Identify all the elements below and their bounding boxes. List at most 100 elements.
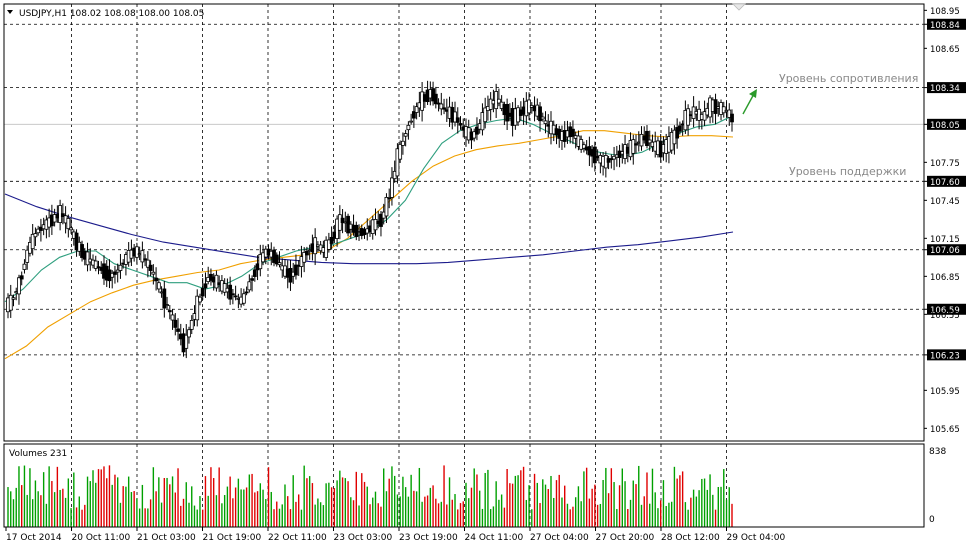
price-tick-label: 106.59 [930,306,960,316]
candle-body [244,291,249,294]
candle-body [730,113,734,123]
price-tick-label: 108.95 [930,7,960,17]
candle-body [390,177,394,198]
candle-body [154,277,158,282]
price-axis[interactable]: 108.95 108.84 108.65 108.34 108.05 107.75 107.… [924,7,966,435]
ma-slow-line [4,193,734,265]
candle-body [488,98,493,110]
candle-body [483,107,488,123]
price-tick-label: 107.45 [930,197,960,207]
candle-body [379,213,383,227]
candle-body [233,295,238,298]
volume-max-label: 838 [929,447,946,457]
price-pane-frame [3,3,925,442]
candle-body [66,218,71,230]
candle-body [634,143,638,146]
candle-body [612,155,616,160]
candle-body [326,239,331,250]
price-level-badge [927,118,966,130]
volume-min-label: 0 [929,515,935,525]
candle-body [151,271,156,275]
price-grid [71,4,727,527]
time-tick-label: 22 Oct 11:00 [268,533,327,543]
candle-body [401,140,405,146]
candle-body [33,233,38,238]
time-tick-label: 21 Oct 19:00 [203,533,262,543]
price-tick-label: 108.05 [930,121,960,131]
candle-body [414,106,419,113]
candle-body [294,264,298,276]
candle-body [409,120,414,123]
price-tick-label: 107.75 [930,159,960,169]
candle-body [305,250,309,256]
candle-body [721,106,726,114]
candle-body [442,107,446,110]
candle-body [686,108,691,126]
candle-body [148,264,153,271]
candle-body [329,236,334,244]
candlesticks [6,80,734,359]
candle-body [189,320,194,330]
candle-body [115,269,120,273]
candle-body [214,274,219,289]
candle-body [277,262,282,266]
candle-body [475,126,479,135]
candle-body [173,319,178,328]
price-levels [4,23,924,356]
candle-body [110,272,115,278]
candle-body [645,130,649,147]
candle-body [230,293,235,296]
candle-body [17,277,21,295]
candle-body [433,93,438,105]
time-tick-label: 27 Oct 20:00 [596,533,655,543]
candle-body [8,294,13,311]
price-level-badge [927,175,966,187]
candle-body [472,131,477,139]
candle-body [22,263,27,270]
candle-body [675,127,680,139]
up-arrow-icon [742,89,757,115]
candle-body [140,250,145,263]
candle-body [85,251,90,266]
candle-body [395,148,400,177]
candle-body [252,269,257,277]
time-axis[interactable]: 17 Oct 2014 20 Oct 11:00 21 Oct 03:00 21 Oc… [5,527,785,543]
candle-body [592,146,597,164]
candle-body [176,328,180,332]
price-tick-label: 107.06 [930,246,960,256]
time-tick-label: 28 Oct 12:00 [661,533,720,543]
candle-body [228,284,233,300]
candle-body [143,258,148,261]
volume-bars [7,465,733,527]
chevron-down-icon[interactable] [7,10,13,14]
chart-header: USDJPY,H1 108.02 108.08 108.00 108.05 [7,9,204,19]
candle-body [162,288,167,309]
candle-body [30,233,35,250]
price-tick-label: 108.65 [930,45,960,55]
candle-body [384,196,389,217]
time-tick-label: 27 Oct 04:00 [530,533,589,543]
symbol-line: USDJPY,H1 108.02 108.08 108.00 108.05 [19,9,204,19]
price-tick-label: 107.60 [930,178,960,188]
candle-body [387,197,392,200]
candle-body [538,106,542,122]
candle-body [118,264,123,271]
time-tick-label: 23 Oct 03:00 [334,533,393,543]
candle-body [19,275,24,280]
candle-body [453,111,457,123]
candle-body [203,283,208,289]
time-tick-label: 17 Oct 2014 [6,533,62,543]
volume-indicator-label: Volumes 231 [9,449,67,459]
price-tick-label: 105.95 [930,387,960,397]
one-click-trading-icon[interactable] [732,3,746,11]
candle-body [505,103,510,122]
ma-mid-line [4,130,734,360]
candle-body [250,278,254,281]
candle-body [187,329,191,338]
candle-body [11,297,16,300]
candle-body [74,232,79,251]
price-tick-label: 108.34 [930,84,960,94]
candle-body [406,124,411,131]
